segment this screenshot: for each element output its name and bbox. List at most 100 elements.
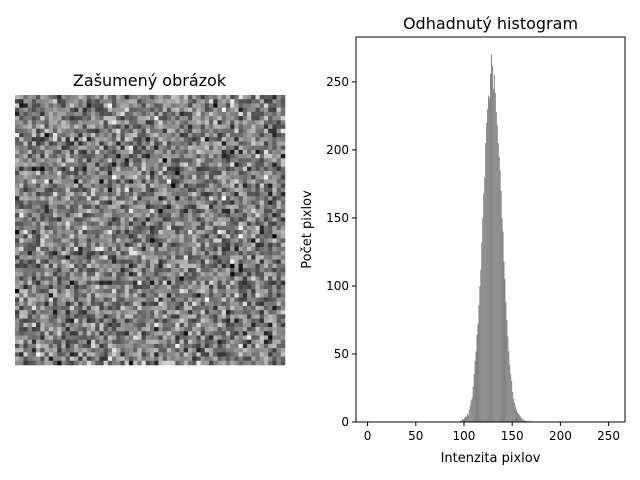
image-pixel xyxy=(44,170,50,176)
image-pixel xyxy=(74,272,79,277)
image-pixel xyxy=(40,213,45,218)
image-pixel xyxy=(48,230,54,235)
image-pixel xyxy=(40,343,45,349)
image-pixel xyxy=(217,246,223,252)
image-pixel xyxy=(57,255,62,260)
image-pixel xyxy=(69,284,75,290)
image-pixel xyxy=(175,221,180,227)
image-pixel xyxy=(259,200,265,205)
image-pixel xyxy=(103,305,109,311)
image-pixel xyxy=(78,213,83,218)
image-pixel xyxy=(238,192,244,197)
image-pixel xyxy=(36,154,41,159)
image-pixel xyxy=(225,272,231,277)
image-pixel xyxy=(251,356,256,362)
image-pixel xyxy=(103,234,109,239)
image-pixel xyxy=(251,230,256,235)
image-pixel xyxy=(150,149,155,155)
image-pixel xyxy=(99,141,104,146)
image-pixel xyxy=(213,348,218,353)
image-pixel xyxy=(99,276,104,281)
image-pixel xyxy=(276,263,282,269)
image-pixel xyxy=(175,204,180,210)
image-pixel xyxy=(52,175,58,180)
image-pixel xyxy=(103,246,109,252)
image-pixel xyxy=(90,276,96,281)
histogram-bar xyxy=(499,170,501,422)
image-pixel xyxy=(200,192,206,197)
image-pixel xyxy=(175,246,180,252)
image-pixel xyxy=(204,124,210,130)
image-pixel xyxy=(74,259,79,265)
image-pixel xyxy=(259,305,265,311)
image-pixel xyxy=(120,251,125,256)
image-pixel xyxy=(27,175,33,180)
histogram-bar xyxy=(490,54,492,422)
image-pixel xyxy=(103,95,109,100)
image-pixel xyxy=(40,217,45,222)
image-pixel xyxy=(23,246,28,252)
image-pixel xyxy=(263,339,269,345)
image-pixel xyxy=(217,154,223,159)
image-pixel xyxy=(116,221,121,227)
image-pixel xyxy=(225,297,231,303)
image-pixel xyxy=(158,183,163,189)
image-pixel xyxy=(150,327,155,332)
image-pixel xyxy=(204,318,210,324)
image-pixel xyxy=(133,255,138,260)
image-pixel xyxy=(36,251,41,256)
image-pixel xyxy=(187,305,193,311)
image-pixel xyxy=(150,170,155,176)
image-pixel xyxy=(217,208,223,214)
histogram-bar xyxy=(472,386,474,422)
image-pixel xyxy=(209,166,214,172)
image-pixel xyxy=(255,238,260,243)
image-pixel xyxy=(133,297,138,303)
image-pixel xyxy=(204,158,210,163)
image-pixel xyxy=(74,124,79,130)
image-pixel xyxy=(69,200,75,205)
image-pixel xyxy=(15,331,20,336)
image-pixel xyxy=(19,331,24,336)
image-pixel xyxy=(95,213,100,218)
image-pixel xyxy=(238,327,244,332)
image-pixel xyxy=(179,297,185,303)
image-pixel xyxy=(175,187,180,193)
image-pixel xyxy=(145,284,151,290)
image-pixel xyxy=(162,289,168,294)
image-pixel xyxy=(242,166,248,172)
image-pixel xyxy=(120,255,125,260)
image-pixel xyxy=(74,276,79,281)
image-pixel xyxy=(69,352,75,357)
image-pixel xyxy=(74,175,79,180)
image-pixel xyxy=(213,154,218,159)
image-pixel xyxy=(280,335,286,340)
image-pixel xyxy=(272,322,277,328)
image-pixel xyxy=(120,158,125,163)
image-pixel xyxy=(86,99,92,104)
image-pixel xyxy=(99,179,104,184)
image-pixel xyxy=(107,331,113,336)
image-pixel xyxy=(154,352,159,357)
image-pixel xyxy=(175,267,180,273)
image-pixel xyxy=(175,284,180,290)
image-pixel xyxy=(78,352,83,357)
image-pixel xyxy=(116,132,121,138)
image-pixel xyxy=(40,289,45,294)
image-pixel xyxy=(112,297,117,303)
image-pixel xyxy=(40,348,45,353)
image-pixel xyxy=(128,213,134,218)
histogram-bar xyxy=(497,143,499,423)
image-pixel xyxy=(204,187,210,193)
image-pixel xyxy=(31,255,37,260)
image-pixel xyxy=(183,301,189,307)
image-pixel xyxy=(276,267,282,273)
image-pixel xyxy=(179,103,185,108)
image-pixel xyxy=(255,141,260,146)
image-pixel xyxy=(133,183,138,189)
image-pixel xyxy=(179,179,185,184)
image-pixel xyxy=(103,217,109,222)
image-pixel xyxy=(204,145,210,151)
image-pixel xyxy=(187,124,193,130)
image-pixel xyxy=(99,267,104,273)
